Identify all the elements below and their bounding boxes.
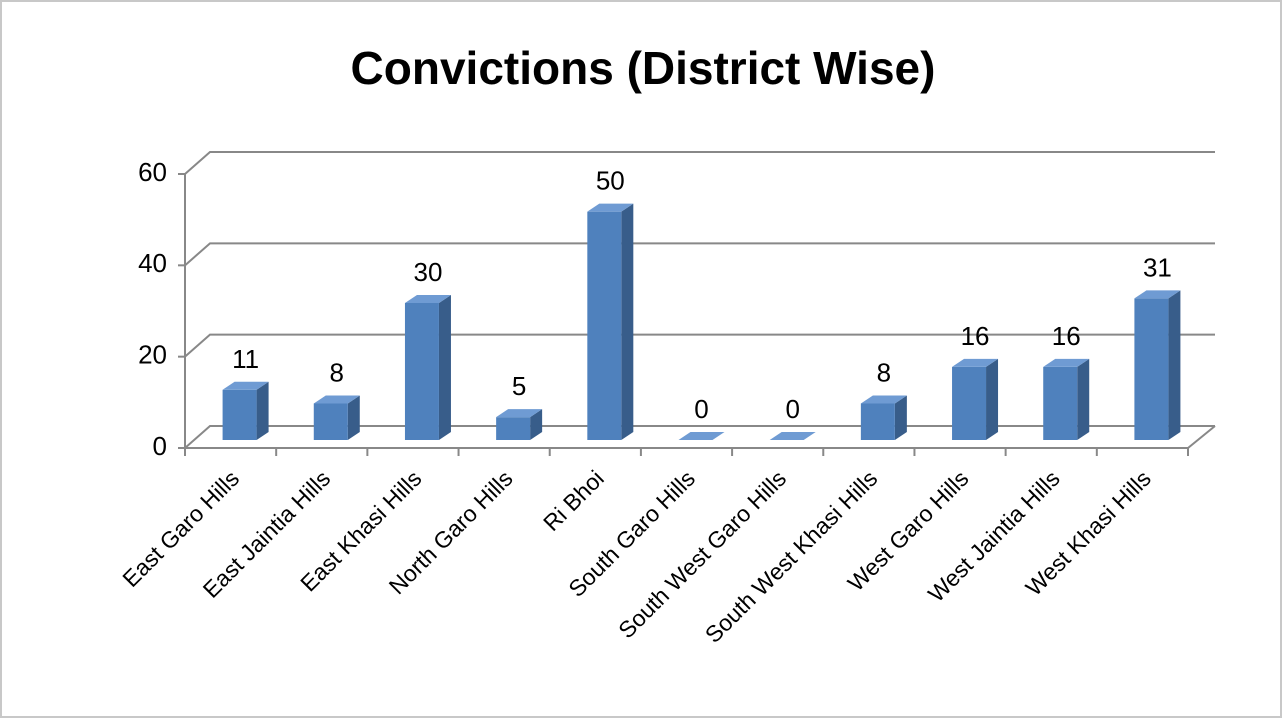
bar [587, 211, 622, 440]
value-label: 16 [1052, 321, 1081, 351]
value-label: 0 [785, 394, 799, 424]
bar [1043, 366, 1078, 440]
bar-top [313, 395, 360, 404]
grid-line [184, 151, 1215, 175]
value-label: 8 [330, 357, 344, 387]
bar [404, 303, 439, 440]
bar [313, 403, 348, 440]
bar-top [1043, 358, 1090, 367]
bar [860, 403, 895, 440]
bar-side [256, 381, 269, 440]
bar-side [530, 409, 543, 440]
bar-top [678, 432, 725, 440]
value-label: 16 [961, 321, 990, 351]
y-tick-label: 0 [153, 431, 167, 461]
bar-top [860, 395, 907, 404]
floor-edge [1187, 425, 1216, 449]
y-tick-label: 40 [138, 248, 167, 278]
bar-top [587, 203, 634, 212]
bar [952, 366, 987, 440]
bar-top [952, 358, 999, 367]
bar-side [347, 395, 360, 440]
bar [222, 389, 257, 440]
value-label: 30 [413, 257, 442, 287]
value-label: 5 [512, 371, 526, 401]
bar-side [438, 295, 451, 440]
chart-title: Convictions (District Wise) [351, 42, 936, 94]
grid-line [184, 242, 1215, 267]
bar-top [496, 409, 543, 418]
grid-line [184, 333, 1215, 358]
value-label: 50 [596, 166, 625, 196]
bar-top [769, 432, 816, 440]
value-label: 0 [694, 394, 708, 424]
y-tick-label: 20 [138, 340, 167, 370]
bar-side [986, 358, 999, 440]
bar-side [621, 203, 634, 440]
bar-side [894, 395, 907, 440]
bar-top [404, 295, 451, 303]
y-tick-label: 60 [138, 157, 167, 187]
bar [1134, 298, 1169, 440]
bar-side [1168, 290, 1181, 440]
bar-top [1134, 290, 1181, 299]
bar-top [222, 381, 269, 390]
bar-side [1077, 358, 1090, 440]
value-label: 11 [232, 344, 259, 374]
value-label: 31 [1143, 252, 1172, 282]
bar [496, 417, 531, 440]
value-label: 8 [877, 357, 891, 387]
